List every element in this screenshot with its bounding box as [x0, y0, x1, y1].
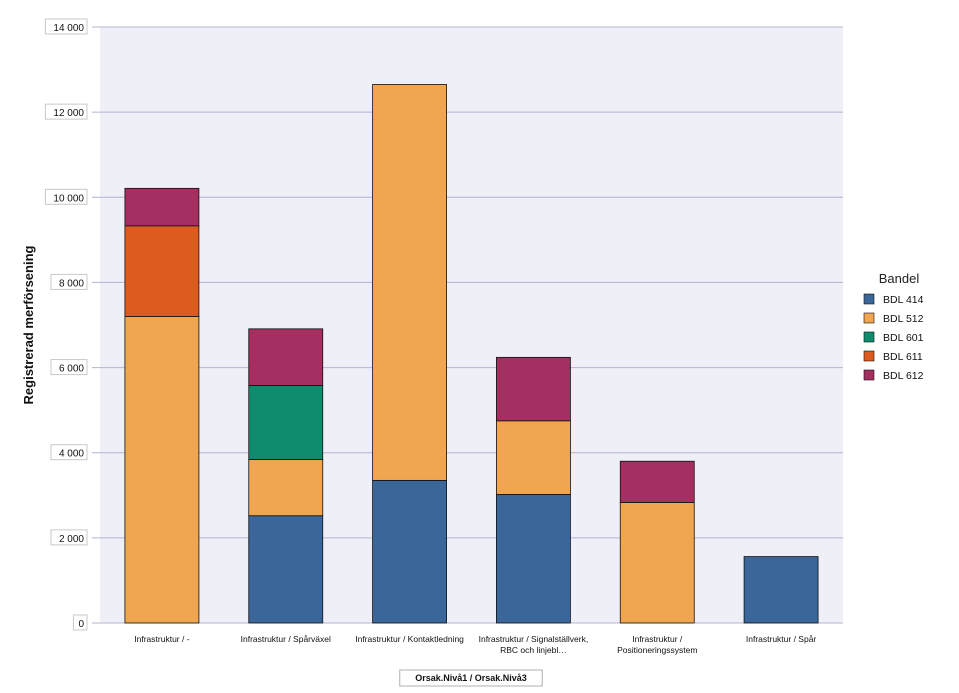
y-tick-label: 14 000 — [53, 23, 84, 34]
bars — [124, 84, 819, 624]
bar-segment-bdl-612 — [124, 187, 200, 227]
x-tick-label: Infrastruktur / Kontaktledning — [355, 634, 464, 644]
legend-swatch — [863, 369, 875, 381]
x-axis-label-box — [399, 669, 543, 687]
x-tick-label: Infrastruktur / Spårväxel — [241, 634, 331, 644]
y-tick-label-box — [72, 614, 88, 631]
y-tick-label-box — [50, 273, 88, 290]
legend-label: BDL 611 — [883, 351, 923, 363]
x-axis-ticks: Infrastruktur / - Infrastruktur / Spårväx… — [134, 634, 816, 655]
legend-swatch — [863, 350, 875, 362]
legend-label: BDL 601 — [883, 332, 924, 344]
bar-segment-bdl-512 — [372, 84, 447, 481]
y-tick-label: 12 000 — [53, 108, 84, 119]
bar-segment-bdl-612 — [619, 460, 695, 503]
y-axis-ticks: 0 2 000 4 000 6 000 8 000 10 000 12 000 14 000 — [44, 18, 88, 631]
bar-segment-bdl-612 — [496, 356, 571, 422]
legend-swatch — [863, 331, 875, 343]
x-tick-label: Infrastruktur / Spår — [746, 634, 817, 644]
bar-segment-bdl-414 — [248, 515, 324, 624]
bar-segment-bdl-414 — [743, 556, 819, 624]
y-tick-label: 0 — [78, 619, 84, 630]
y-tick-label: 8 000 — [59, 278, 84, 289]
y-tick-label-box — [50, 444, 88, 461]
x-axis-label-text: Orsak.Nivå1 / Orsak.Nivå3 — [415, 673, 527, 683]
legend-label: BDL 414 — [883, 294, 924, 306]
bar-segment-bdl-612 — [248, 328, 324, 386]
bar-segment-bdl-611 — [124, 225, 200, 317]
legend-label: BDL 512 — [883, 313, 924, 325]
y-axis-label: Registrerad merförsening — [21, 245, 36, 404]
bar-segment-bdl-512 — [496, 420, 571, 495]
bar-segment-bdl-414 — [496, 494, 571, 624]
legend-label: BDL 612 — [883, 370, 924, 382]
legend: Bandel BDL 414 BDL 512 BDL 601 BDL 611 BDL 6… — [863, 271, 924, 382]
x-tick-label: Infrastruktur / - — [134, 634, 189, 644]
y-tick-label-box — [50, 359, 88, 376]
y-tick-label-box — [44, 188, 88, 205]
legend-items: BDL 414 BDL 512 BDL 601 BDL 611 BDL 612 — [863, 293, 924, 382]
legend-swatch — [863, 312, 875, 324]
y-tick-label: 10 000 — [53, 193, 84, 204]
bar-segment-bdl-601 — [248, 385, 324, 460]
y-tick-label: 4 000 — [59, 449, 84, 460]
x-tick-label: Infrastruktur / Signalställverk, RBC och … — [479, 634, 589, 655]
y-tick-label: 2 000 — [59, 534, 84, 545]
bar-segment-bdl-512 — [619, 502, 695, 624]
bar-segment-bdl-512 — [248, 459, 324, 517]
legend-title: Bandel — [879, 271, 920, 286]
gridlines — [92, 26, 843, 624]
bar-segment-bdl-414 — [372, 479, 447, 624]
y-tick-label-box — [44, 18, 88, 35]
y-tick-label-box — [50, 529, 88, 546]
x-tick-label: Infrastruktur / Positioneringssystem — [617, 634, 697, 655]
y-tick-label-box — [44, 103, 88, 120]
legend-swatch — [863, 293, 875, 305]
plot-area — [100, 27, 843, 623]
y-tick-label: 6 000 — [59, 364, 84, 375]
x-axis-label: Orsak.Nivå1 / Orsak.Nivå3 — [399, 669, 543, 687]
bar-segment-bdl-512 — [124, 316, 200, 624]
